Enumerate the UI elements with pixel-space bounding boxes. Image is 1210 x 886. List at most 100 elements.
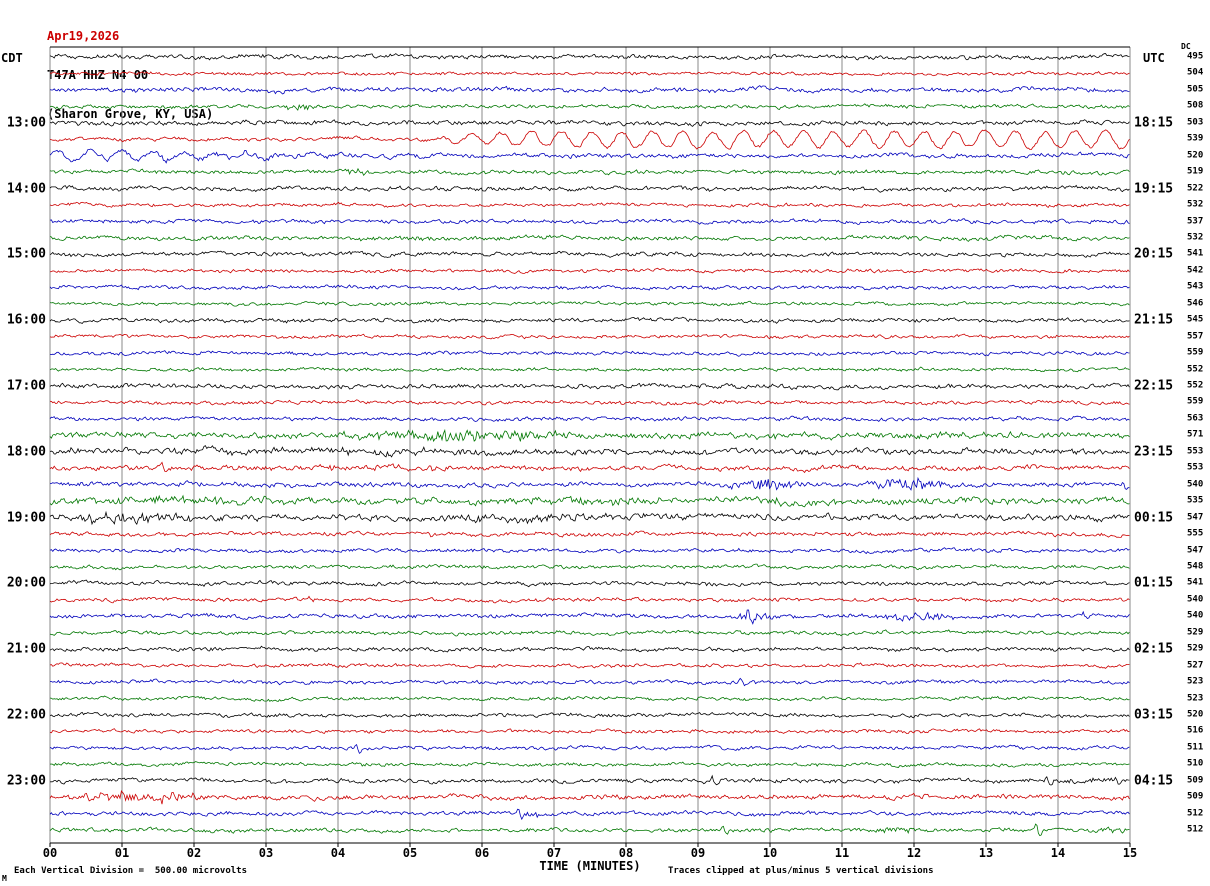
left-axis-header-cdt: CDT bbox=[1, 51, 23, 65]
dc-value-22: 563 bbox=[1187, 413, 1204, 424]
x-tick-label-12: 12 bbox=[906, 846, 922, 860]
dc-value-40: 520 bbox=[1187, 709, 1204, 720]
left-hour-label-2000: 20:00 bbox=[6, 575, 46, 591]
dc-value-0: 495 bbox=[1187, 51, 1204, 62]
seismogram-trace-45-red bbox=[49, 790, 1130, 805]
dc-column-header: DC bbox=[1181, 42, 1191, 51]
dc-value-11: 532 bbox=[1187, 232, 1204, 243]
dc-value-24: 553 bbox=[1187, 446, 1204, 457]
seismogram-trace-34-blue bbox=[49, 609, 1130, 625]
dc-value-38: 523 bbox=[1187, 676, 1204, 687]
seismogram-trace-0-black bbox=[49, 53, 1130, 61]
right-hour-label-2315: 23:15 bbox=[1134, 444, 1174, 460]
seismogram-trace-28-black bbox=[49, 510, 1130, 526]
seismogram-trace-44-black bbox=[49, 774, 1130, 786]
dc-value-20: 552 bbox=[1187, 380, 1204, 391]
left-hour-label-2300: 23:00 bbox=[6, 773, 46, 789]
right-hour-label-1815: 18:15 bbox=[1134, 115, 1174, 131]
seismogram-trace-31-green bbox=[49, 563, 1130, 571]
seismogram-trace-17-red bbox=[49, 333, 1130, 340]
dc-value-8: 522 bbox=[1187, 183, 1204, 194]
dc-value-17: 557 bbox=[1187, 331, 1204, 342]
dc-value-5: 539 bbox=[1187, 133, 1204, 144]
seismogram-trace-22-blue bbox=[49, 415, 1130, 422]
right-hour-label-0415: 04:15 bbox=[1134, 773, 1174, 789]
seismogram-trace-19-green bbox=[49, 366, 1130, 373]
seismogram-trace-8-black bbox=[49, 184, 1130, 193]
left-hour-label-1300: 13:00 bbox=[6, 115, 46, 131]
right-hour-label-1915: 19:15 bbox=[1134, 181, 1174, 197]
seismogram-trace-47-green bbox=[49, 823, 1130, 837]
seismogram-trace-4-black bbox=[49, 119, 1130, 127]
seismogram-trace-37-red bbox=[49, 662, 1130, 669]
seismogram-trace-20-black bbox=[49, 382, 1130, 391]
dc-value-6: 520 bbox=[1187, 150, 1204, 161]
dc-value-36: 529 bbox=[1187, 643, 1204, 654]
x-tick-label-10: 10 bbox=[762, 846, 778, 860]
right-hour-label-2115: 21:15 bbox=[1134, 312, 1174, 328]
clip-note: Traces clipped at plus/minus 5 vertical … bbox=[668, 866, 934, 876]
seismogram-trace-33-red bbox=[49, 595, 1130, 604]
seismogram-trace-43-green bbox=[49, 761, 1130, 768]
dc-value-29: 555 bbox=[1187, 528, 1204, 539]
dc-value-1: 504 bbox=[1187, 67, 1204, 78]
dc-value-25: 553 bbox=[1187, 462, 1204, 473]
dc-value-31: 548 bbox=[1187, 561, 1204, 572]
left-hour-label-1900: 19:00 bbox=[6, 510, 46, 526]
left-hour-label-1400: 14:00 bbox=[6, 181, 46, 197]
seismogram-trace-36-black bbox=[49, 645, 1130, 653]
seismogram-trace-25-red bbox=[49, 461, 1130, 474]
title-location: (Sharon Grove, KY, USA) bbox=[47, 107, 214, 121]
dc-value-27: 535 bbox=[1187, 495, 1204, 506]
seismogram-trace-21-red bbox=[49, 399, 1130, 406]
dc-value-3: 508 bbox=[1187, 100, 1204, 111]
left-hour-label-1800: 18:00 bbox=[6, 444, 46, 460]
corner-mark: M bbox=[2, 874, 7, 883]
seismogram-trace-29-red bbox=[49, 530, 1130, 538]
x-tick-label-08: 08 bbox=[618, 846, 634, 860]
dc-value-4: 503 bbox=[1187, 117, 1204, 128]
seismogram-trace-2-blue bbox=[49, 85, 1130, 95]
right-hour-label-2015: 20:15 bbox=[1134, 246, 1174, 262]
x-tick-label-06: 06 bbox=[474, 846, 490, 860]
dc-value-42: 511 bbox=[1187, 742, 1204, 753]
seismogram-trace-30-blue bbox=[49, 547, 1130, 555]
seismogram-trace-38-blue bbox=[50, 677, 1130, 687]
seismogram-trace-46-blue bbox=[49, 808, 1130, 821]
seismogram-trace-7-green bbox=[49, 167, 1130, 177]
left-hour-label-2200: 22:00 bbox=[6, 707, 46, 723]
dc-value-10: 537 bbox=[1187, 216, 1204, 226]
x-tick-label-01: 01 bbox=[114, 846, 130, 860]
dc-value-39: 523 bbox=[1187, 693, 1204, 704]
dc-value-21: 559 bbox=[1187, 396, 1204, 407]
dc-value-23: 571 bbox=[1187, 429, 1204, 440]
seismogram-trace-11-green bbox=[49, 234, 1130, 242]
dc-value-16: 545 bbox=[1187, 314, 1204, 325]
x-tick-label-15: 15 bbox=[1122, 846, 1138, 860]
x-tick-label-11: 11 bbox=[834, 846, 850, 860]
dc-value-19: 552 bbox=[1187, 364, 1204, 375]
x-tick-label-09: 09 bbox=[690, 846, 706, 860]
dc-value-15: 546 bbox=[1187, 298, 1204, 309]
left-hour-label-1500: 15:00 bbox=[6, 246, 46, 262]
seismogram-trace-32-black bbox=[49, 579, 1130, 588]
seismogram-trace-14-blue bbox=[49, 284, 1130, 291]
seismogram-trace-3-green bbox=[49, 103, 1130, 111]
dc-value-7: 519 bbox=[1187, 166, 1204, 177]
seismogram-trace-5-red bbox=[49, 129, 1130, 151]
seismogram-trace-16-black bbox=[49, 316, 1130, 325]
dc-value-35: 529 bbox=[1187, 627, 1204, 638]
seismogram-trace-26-blue bbox=[49, 476, 1130, 491]
dc-value-13: 542 bbox=[1187, 265, 1204, 276]
seismogram-trace-12-black bbox=[49, 250, 1130, 258]
x-tick-label-07: 07 bbox=[546, 846, 562, 860]
scale-note: Each Vertical Division = 500.00 microvol… bbox=[14, 866, 247, 876]
dc-value-28: 547 bbox=[1187, 512, 1204, 523]
x-tick-label-03: 03 bbox=[258, 846, 274, 860]
x-tick-label-02: 02 bbox=[186, 846, 202, 860]
seismogram-trace-41-red bbox=[49, 728, 1130, 735]
right-hour-label-0315: 03:15 bbox=[1134, 707, 1174, 723]
right-axis-header-utc: UTC bbox=[1143, 51, 1165, 65]
dc-value-9: 532 bbox=[1187, 199, 1204, 210]
